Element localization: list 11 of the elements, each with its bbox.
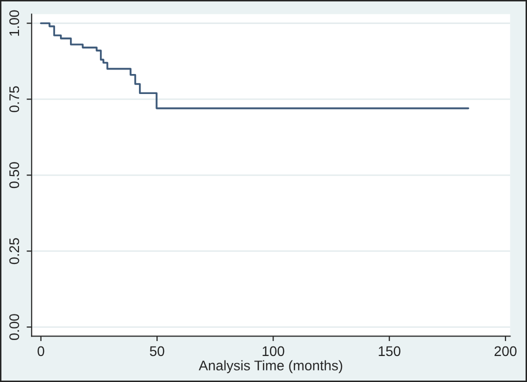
x-axis-title: Analysis Time (months) <box>198 360 342 374</box>
y-tick-label: 0.50 <box>9 162 20 188</box>
x-tick-label: 200 <box>494 346 517 356</box>
x-tick-label: 0 <box>38 346 44 356</box>
x-tick-label: 150 <box>378 346 400 356</box>
x-tick-label: 100 <box>262 346 284 356</box>
y-tick-label: 0.25 <box>9 238 20 264</box>
y-tick-label: 0.00 <box>9 314 20 340</box>
x-tick-label: 50 <box>150 346 164 356</box>
y-tick-label: 0.75 <box>9 86 20 112</box>
y-tick-label: 1.00 <box>9 10 20 36</box>
